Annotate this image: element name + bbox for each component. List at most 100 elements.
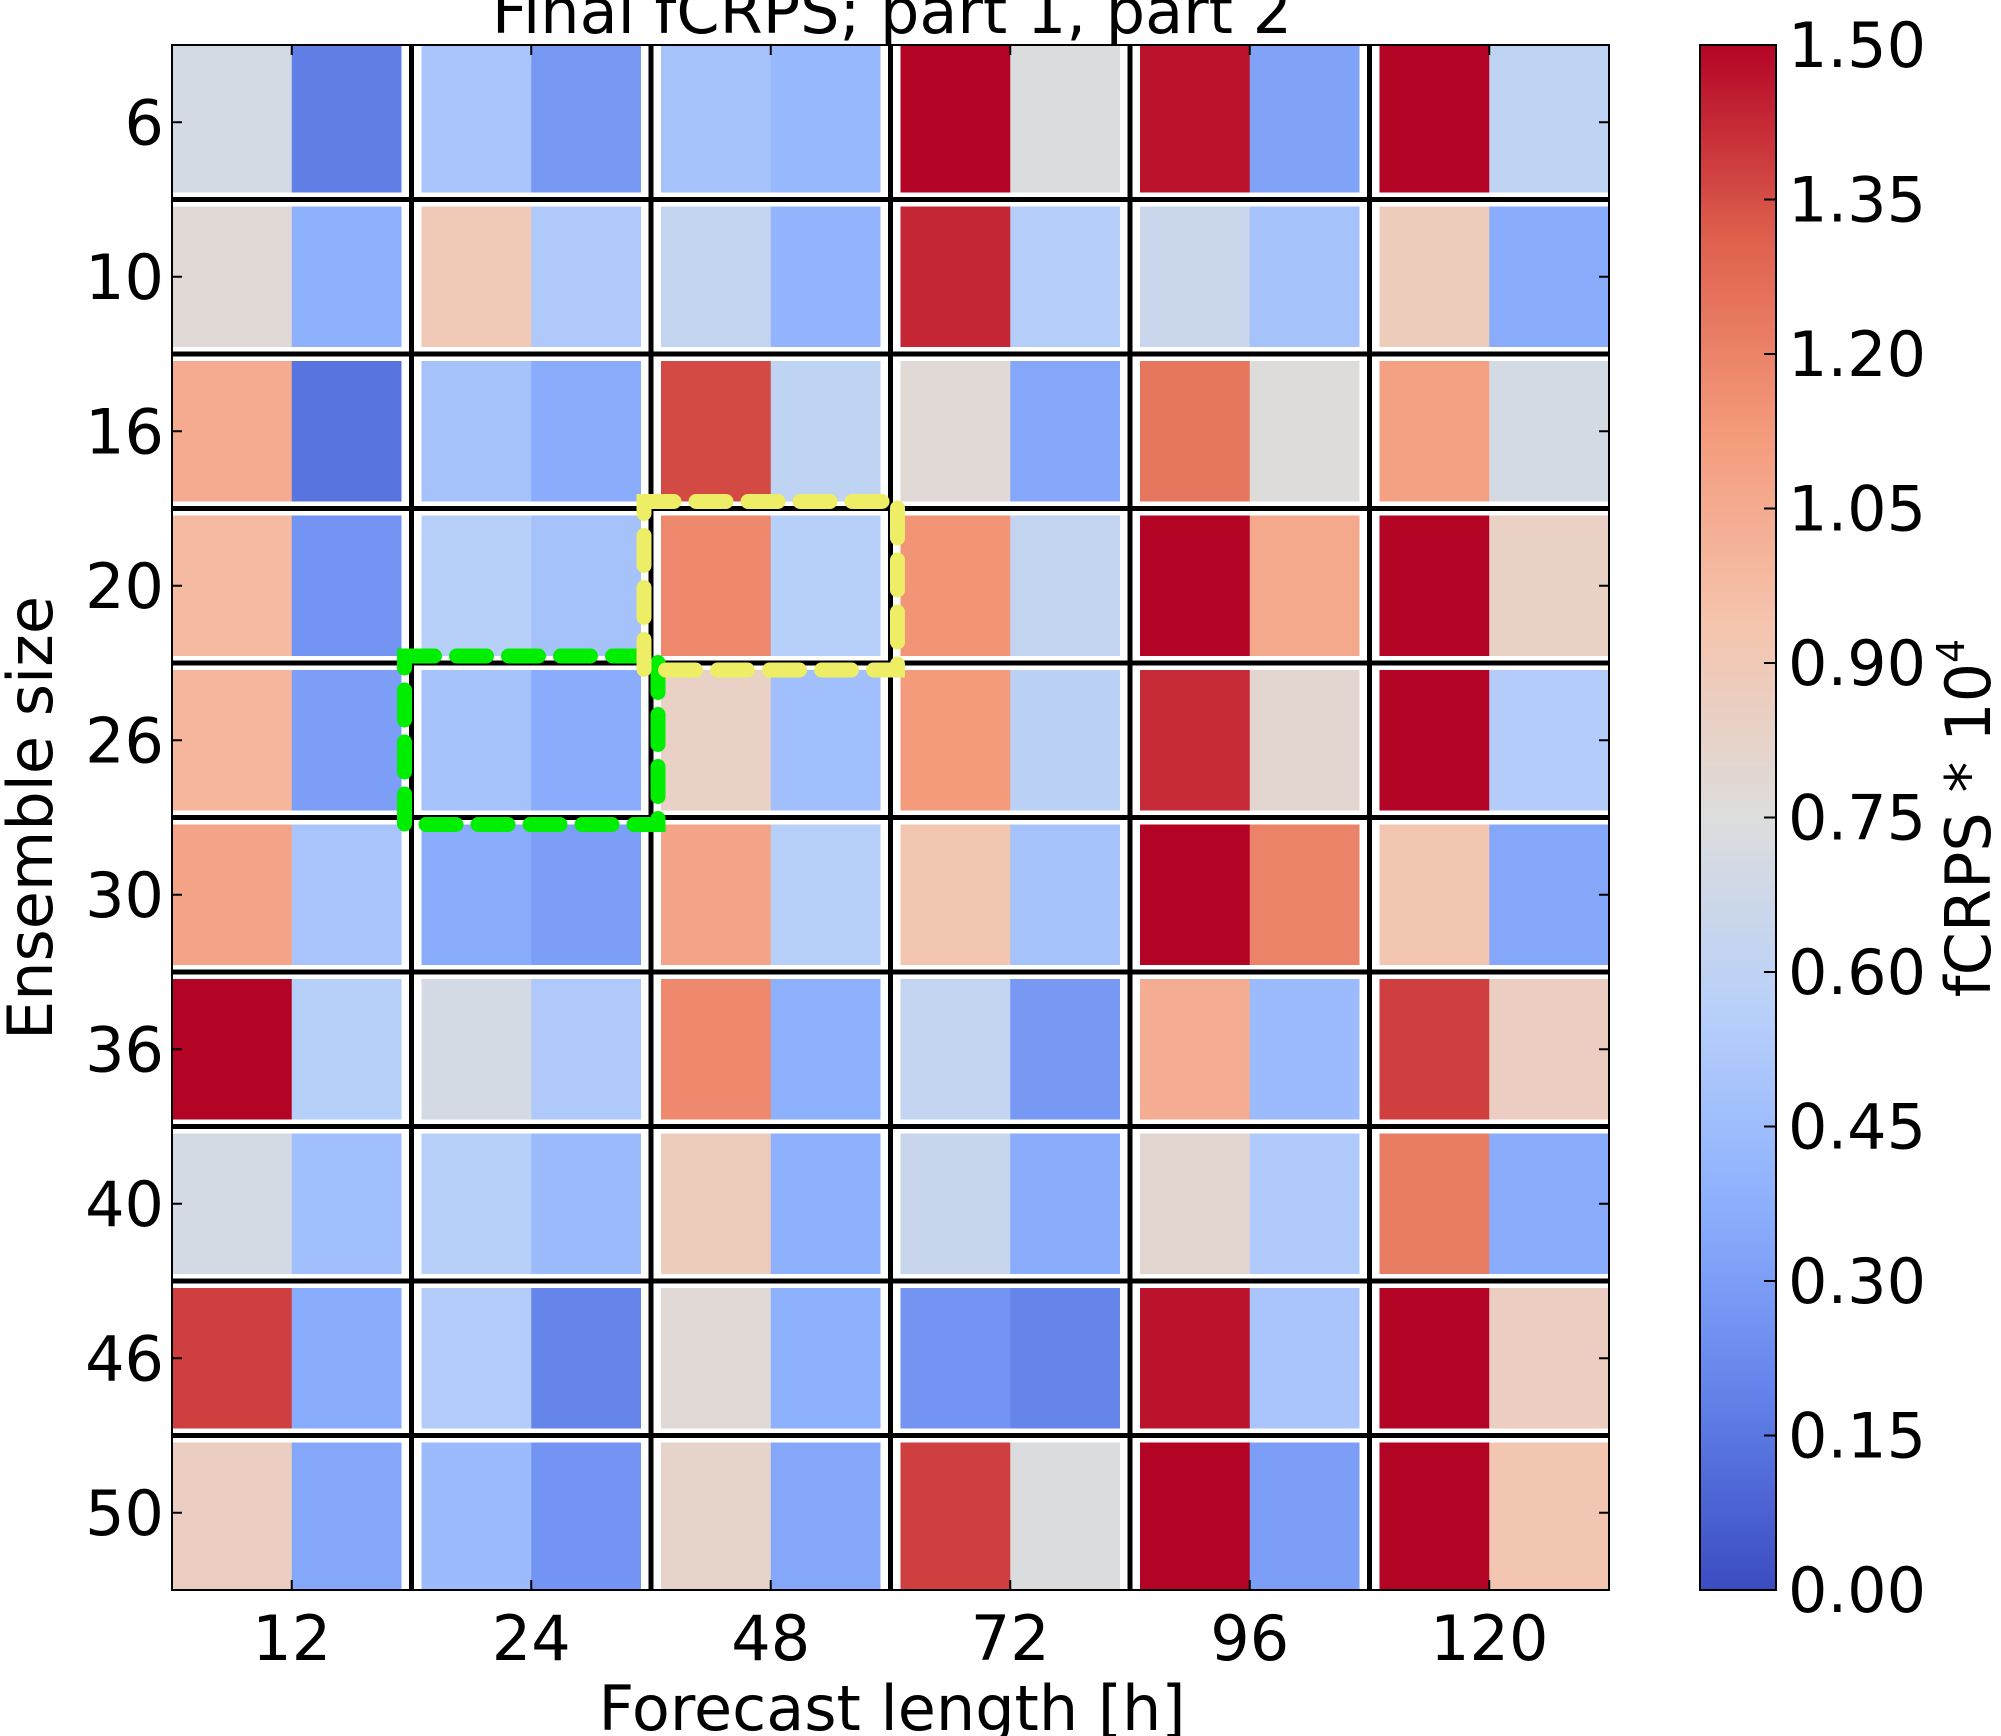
- heatmap-cell: [531, 1281, 652, 1436]
- heatmap-cell: [890, 1435, 1011, 1591]
- heatmap-cell: [1489, 1435, 1610, 1591]
- heatmap-cell: [411, 508, 532, 664]
- colorbar-tick-label: 0.45: [1788, 1091, 1926, 1164]
- heatmap-cell: [1249, 972, 1370, 1127]
- heatmap-cell: [1249, 354, 1370, 509]
- heatmap-cell: [411, 45, 532, 200]
- heatmap-cell: [1130, 45, 1251, 200]
- heatmap-cell: [890, 972, 1011, 1127]
- chart-title: Final fCRPS; part 1, part 2: [492, 0, 1292, 48]
- heatmap-cell: [172, 1281, 293, 1436]
- heatmap-cell: [172, 508, 293, 664]
- y-tick-label: 20: [85, 550, 164, 623]
- heatmap-cell: [1010, 45, 1131, 200]
- y-tick-label: 16: [85, 395, 164, 468]
- heatmap-cell: [531, 1435, 652, 1591]
- y-axis-label: Ensemble size: [0, 596, 67, 1040]
- heatmap-cell: [770, 1435, 891, 1591]
- heatmap-cell: [1249, 508, 1370, 664]
- heatmap-cell: [770, 817, 891, 973]
- heatmap-cell: [651, 1281, 772, 1436]
- heatmap-cell: [1249, 199, 1370, 355]
- heatmap-cell: [1369, 663, 1490, 818]
- heatmap-cell: [172, 817, 293, 973]
- heatmap-cell: [651, 1435, 772, 1591]
- heatmap-cell: [411, 354, 532, 509]
- heatmap-cell: [770, 1281, 891, 1436]
- colorbar-tick-label: 0.60: [1788, 936, 1926, 1009]
- heatmap-cell: [1369, 1126, 1490, 1282]
- heatmap-cell: [890, 817, 1011, 973]
- heatmap-cell: [1249, 1126, 1370, 1282]
- heatmap-cell: [651, 1126, 772, 1282]
- heatmap-cell: [172, 663, 293, 818]
- plot-frame: [171, 44, 1610, 1591]
- heatmap-cell: [1130, 972, 1251, 1127]
- heatmap-cell: [1369, 199, 1490, 355]
- heatmap-cell: [890, 663, 1011, 818]
- heatmap-cell: [1010, 354, 1131, 509]
- heatmap-cell: [1249, 663, 1370, 818]
- heatmap-cell: [651, 354, 772, 509]
- heatmap-cell: [1489, 354, 1610, 509]
- colorbar-tick-label: 1.05: [1788, 473, 1926, 546]
- heatmap-cell: [411, 1126, 532, 1282]
- colorbar-tick-label: 1.35: [1788, 164, 1926, 237]
- heatmap-cell: [1369, 45, 1490, 200]
- heatmap-cell: [651, 663, 772, 818]
- heatmap-cell: [770, 199, 891, 355]
- heatmap-cell: [531, 972, 652, 1127]
- heatmap-cell: [890, 508, 1011, 664]
- heatmap-cell: [1249, 1435, 1370, 1591]
- heatmap-cell: [1130, 1435, 1251, 1591]
- heatmap-cell: [1489, 1126, 1610, 1282]
- heatmap-cells: [172, 45, 1610, 1591]
- heatmap-cell: [172, 45, 293, 200]
- heatmap-cell: [1369, 817, 1490, 973]
- heatmap-cell: [531, 354, 652, 509]
- y-tick-label: 30: [85, 859, 164, 932]
- heatmap-cell: [890, 1281, 1011, 1436]
- heatmap-cell: [651, 199, 772, 355]
- heatmap-cell: [1369, 972, 1490, 1127]
- colorbar: [1699, 44, 1777, 1591]
- heatmap-cell: [1130, 1281, 1251, 1436]
- heatmap-cell: [172, 972, 293, 1127]
- heatmap-cell: [411, 1435, 532, 1591]
- colorbar-tick-label: 0.75: [1788, 782, 1926, 855]
- colorbar-tick-label: 0.15: [1788, 1400, 1926, 1473]
- heatmap-cell: [770, 972, 891, 1127]
- heatmap-cell: [1489, 508, 1610, 664]
- colorbar-tick-label: 1.50: [1788, 9, 1926, 82]
- colorbar-tick-label: 0.30: [1788, 1245, 1926, 1318]
- heatmap-cell: [1249, 817, 1370, 973]
- heatmap-cell: [1130, 1126, 1251, 1282]
- y-tick-label: 10: [85, 241, 164, 314]
- heatmap-cell: [1489, 45, 1610, 200]
- heatmap-cell: [291, 972, 412, 1127]
- heatmap-cell: [770, 663, 891, 818]
- heatmap-cell: [770, 354, 891, 509]
- heatmap-cell: [291, 1126, 412, 1282]
- heatmap-cell: [411, 663, 532, 818]
- heatmap-cell: [1010, 1126, 1131, 1282]
- y-tick-label: 50: [85, 1477, 164, 1550]
- heatmap-cell: [1010, 1435, 1131, 1591]
- svg-text:fCRPS * 104: fCRPS * 104: [1929, 639, 2001, 997]
- heatmap-cell: [531, 199, 652, 355]
- heatmap-cell: [1010, 663, 1131, 818]
- highlight-box: [636, 494, 905, 678]
- heatmap-cell: [1489, 972, 1610, 1127]
- highlight-box: [397, 648, 666, 832]
- y-tick-label: 6: [125, 86, 164, 159]
- heatmap-cell: [291, 663, 412, 818]
- heatmap-cell: [291, 199, 412, 355]
- heatmap-cell: [1130, 817, 1251, 973]
- heatmap-cell: [890, 199, 1011, 355]
- heatmap-cell: [651, 972, 772, 1127]
- x-tick-label: 120: [1430, 1602, 1548, 1675]
- heatmap-cell: [1130, 663, 1251, 818]
- heatmap-cell: [1369, 354, 1490, 509]
- heatmap-cell: [172, 1435, 293, 1591]
